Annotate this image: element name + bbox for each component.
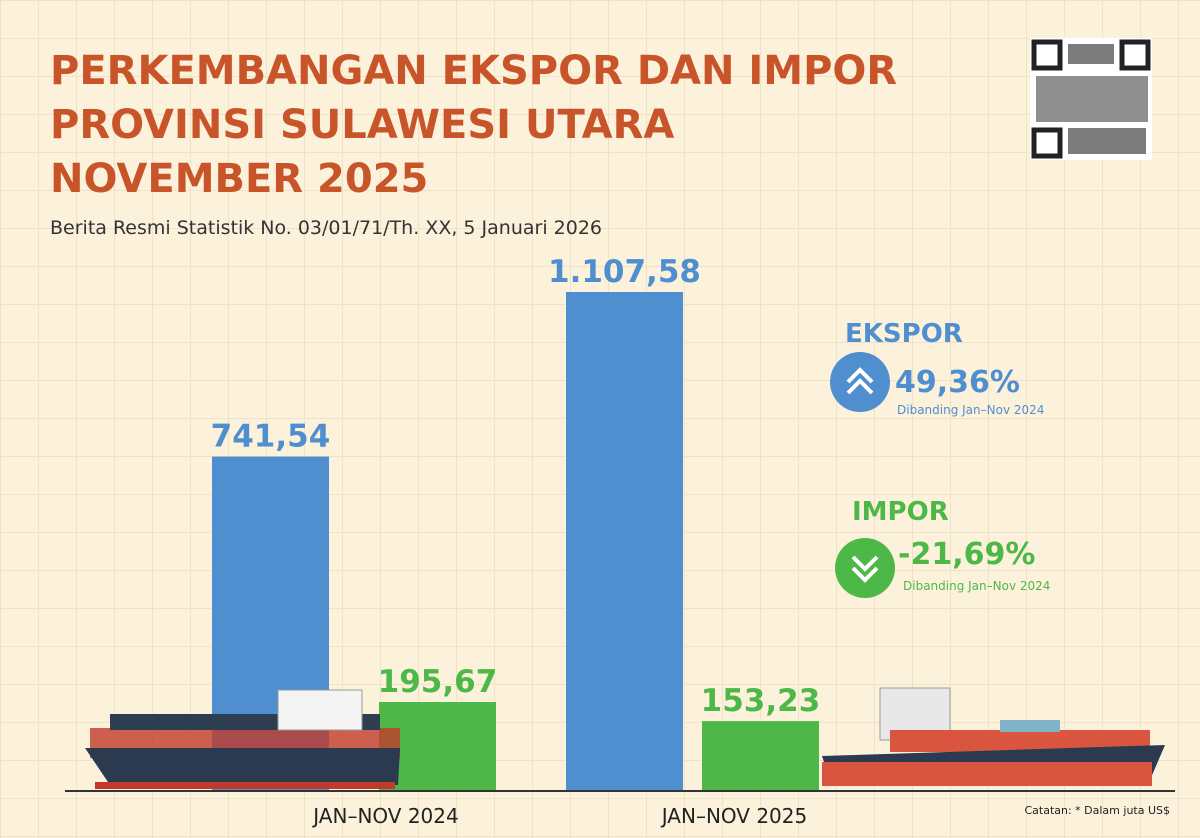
annotation-title: EKSPOR <box>845 319 963 349</box>
bar <box>702 721 819 790</box>
ship-right <box>822 687 1165 786</box>
ship-left <box>85 689 400 789</box>
annotation-note: Dibanding Jan–Nov 2024 <box>903 579 1050 593</box>
title-line: NOVEMBER 2025 <box>50 156 428 202</box>
value-label: 741,54 <box>211 419 331 455</box>
value-label: 153,23 <box>701 683 821 719</box>
x-tick-label: JAN–NOV 2024 <box>311 804 458 828</box>
subtitle: Berita Resmi Statistik No. 03/01/71/Th. … <box>50 217 602 239</box>
up-arrow <box>846 367 874 395</box>
title-line: PERKEMBANGAN EKSPOR DAN IMPOR <box>50 48 897 94</box>
annotation-change: 49,36% <box>895 365 1020 400</box>
value-label: 1.107,58 <box>548 254 701 290</box>
x-tick-label: JAN–NOV 2025 <box>660 804 807 828</box>
title-line: PROVINSI SULAWESI UTARA <box>50 102 674 148</box>
annotation-note: Dibanding Jan–Nov 2024 <box>897 403 1044 417</box>
down-arrow <box>851 555 879 583</box>
footnote: Catatan: * Dalam juta US$ <box>1024 804 1170 817</box>
annotation-title: IMPOR <box>852 497 949 527</box>
bar <box>566 292 683 790</box>
value-label: 195,67 <box>378 664 498 700</box>
qr-code <box>1030 38 1152 160</box>
annotation-change: -21,69% <box>898 537 1035 572</box>
